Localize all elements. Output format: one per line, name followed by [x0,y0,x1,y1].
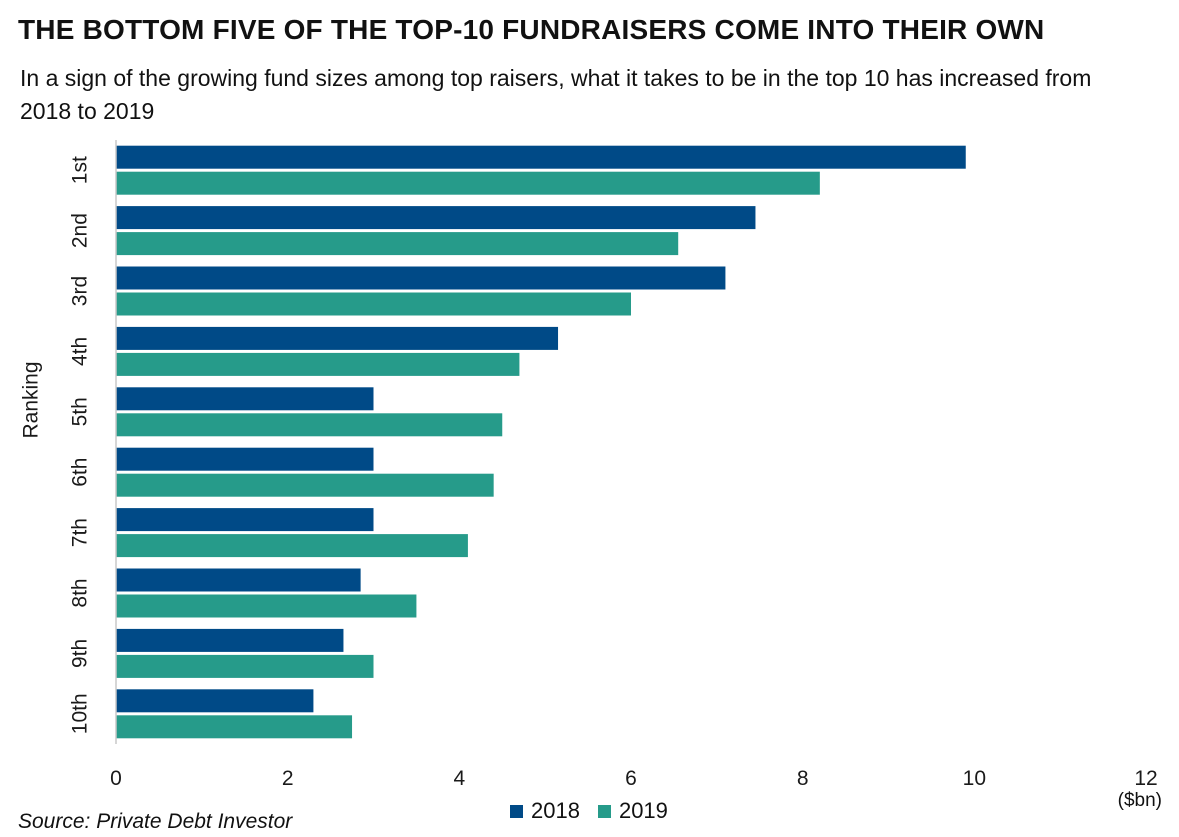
legend-label-2019: 2019 [618,798,668,823]
category-label-9th: 9th [69,639,92,668]
x-tick-label-8: 8 [797,767,809,790]
x-axis-ticks: 0 2 4 6 8 10 12 [110,767,1158,790]
bar-2019-10th [116,715,353,739]
bar-2019-7th [116,534,468,558]
bar-2018-5th [116,387,374,411]
category-label-4th: 4th [69,337,92,366]
category-label-6th: 6th [69,458,92,487]
x-tick-label-6: 6 [625,767,637,790]
y-axis-title: Ranking [20,361,43,438]
category-label-10th: 10th [69,693,92,734]
x-axis-unit: ($bn) [1117,790,1162,811]
legend: 2018 2019 [510,798,686,824]
category-label-2nd: 2nd [69,213,92,248]
bar-2019-2nd [116,232,679,256]
x-tick-label-0: 0 [110,767,122,790]
x-tick-label-10: 10 [963,767,986,790]
source-note: Source: Private Debt Investor [18,810,293,833]
bar-2019-1st [116,171,820,195]
bar-2018-1st [116,145,966,169]
bar-2018-4th [116,326,559,350]
x-tick-label-4: 4 [453,767,465,790]
category-label-8th: 8th [69,578,92,607]
bar-2019-6th [116,473,494,497]
legend-item-2019: 2019 [597,798,668,824]
bar-2018-2nd [116,206,756,230]
chart-title: THE BOTTOM FIVE OF THE TOP-10 FUNDRAISER… [18,14,1045,45]
bar-2018-7th [116,508,374,532]
x-tick-label-12: 12 [1134,767,1157,790]
bars-group [116,145,966,739]
bar-2019-4th [116,352,520,376]
bar-2018-10th [116,689,314,713]
bar-2018-6th [116,447,374,471]
legend-label-2018: 2018 [531,798,580,823]
category-label-7th: 7th [69,518,92,547]
bar-2018-9th [116,628,344,652]
category-labels: 1st 2nd 3rd 4th 5th 6th 7th 8th 9th 10th [69,156,92,734]
legend-item-2018: 2018 [510,798,580,824]
x-tick-label-2: 2 [282,767,294,790]
category-label-3rd: 3rd [69,276,92,306]
category-label-1st: 1st [69,156,92,184]
chart-subtitle: In a sign of the growing fund sizes amon… [20,65,1092,124]
bar-2018-3rd [116,266,726,290]
bar-2019-8th [116,594,417,618]
bar-2019-5th [116,413,503,437]
category-label-5th: 5th [69,397,92,426]
bar-2018-8th [116,568,361,592]
bar-2019-3rd [116,292,631,316]
legend-swatch-2019 [597,804,611,818]
bar-2019-9th [116,654,374,678]
legend-swatch-2018 [510,804,523,818]
